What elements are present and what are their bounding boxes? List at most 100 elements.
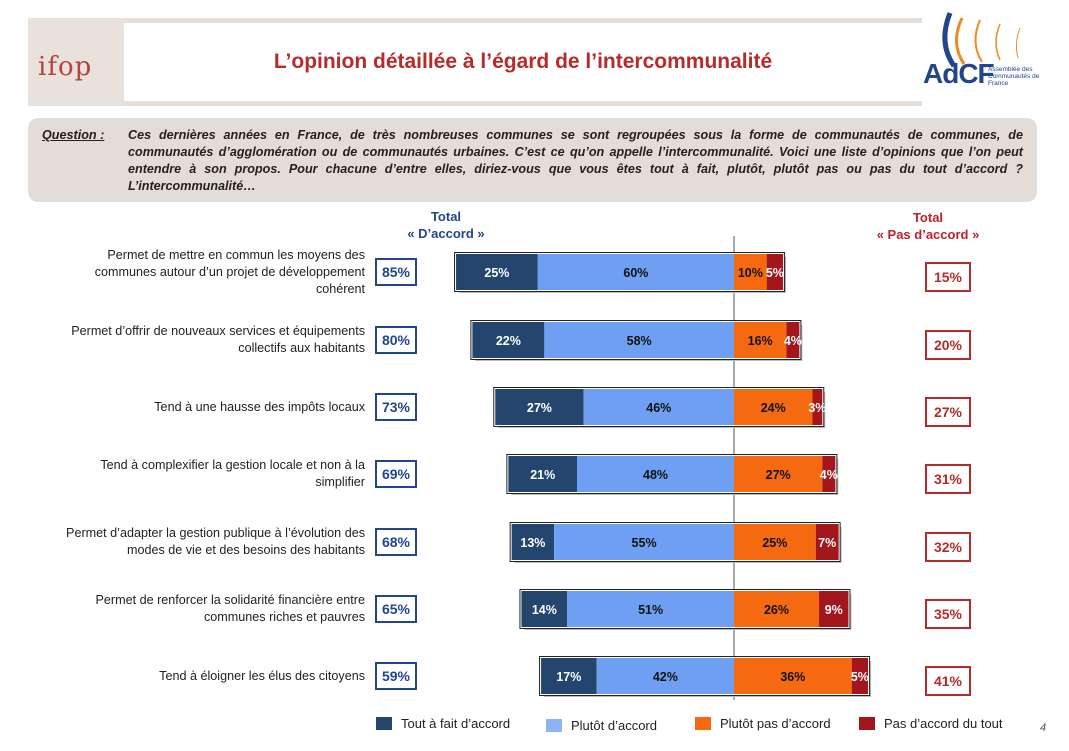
data-label-plutot: 46%: [646, 401, 671, 415]
total-agree-value: 85%: [375, 258, 417, 286]
total-agree-value: 65%: [375, 595, 417, 623]
row-label-line: Tend à complexifier la gestion locale et…: [100, 458, 365, 472]
data-label-tout-a-fait: 21%: [530, 468, 555, 482]
row-label-line: communes autour d’un projet de développe…: [94, 264, 365, 279]
data-label-plutot-pas: 27%: [766, 468, 791, 482]
data-label-plutot-pas: 24%: [761, 401, 786, 415]
data-label-plutot: 55%: [632, 536, 657, 550]
question-label: Question :: [42, 128, 105, 142]
total-disagree-value: 15%: [925, 262, 971, 292]
legend-label-plutot-pas: Plutôt pas d’accord: [720, 716, 831, 731]
total-agree-value: 69%: [375, 460, 417, 488]
data-label-tout-a-fait: 22%: [496, 334, 521, 348]
total-disagree-value: 35%: [925, 599, 971, 629]
data-label-pas-du-tout: 9%: [825, 603, 843, 617]
row-label: Tend à éloigner les élus des citoyens: [35, 668, 365, 685]
data-label-plutot-pas: 16%: [748, 334, 773, 348]
legend-item-plutot-pas: Plutôt pas d’accord: [695, 716, 831, 731]
row-label-line: Permet de mettre en commun les moyens de…: [107, 247, 365, 262]
bar-segment-plutot-pas: [734, 456, 823, 492]
bar-segment-pas-du-tout: [766, 254, 784, 290]
legend-swatch-tout-a-fait: [376, 717, 392, 730]
data-label-pas-du-tout: 4%: [820, 468, 838, 482]
data-label-plutot-pas: 25%: [762, 536, 787, 550]
data-label-pas-du-tout: 5%: [766, 266, 784, 280]
row-label-line: modes de vie et des besoins des habitant…: [126, 543, 365, 557]
row-label: Permet de renforcer la solidarité financ…: [35, 592, 366, 626]
total-agree-heading-line2: « D’accord »: [407, 226, 485, 241]
total-disagree-value: 27%: [925, 397, 971, 427]
total-disagree-value: 32%: [925, 532, 971, 562]
row-label: Tend à complexifier la gestion locale et…: [35, 457, 365, 491]
bar-segment-plutot-pas: [734, 658, 852, 694]
bar-segment-tout-a-fait: [472, 322, 545, 358]
bar-segment-pas-du-tout: [851, 658, 869, 694]
bar-segment-plutot: [554, 524, 734, 560]
bar-segment-tout-a-fait: [508, 456, 578, 492]
bar-segment-pas-du-tout: [819, 591, 849, 627]
data-label-tout-a-fait: 25%: [484, 266, 509, 280]
bar-segment-plutot-pas: [734, 389, 813, 425]
data-label-pas-du-tout: 5%: [851, 670, 869, 684]
row-label-line: Tend à une hausse des impôts locaux: [154, 399, 365, 414]
total-disagree-heading: Total « Pas d’accord »: [868, 209, 988, 243]
page-title: L’opinion détaillée à l’égard de l’inter…: [273, 50, 773, 73]
bar-segment-plutot-pas: [734, 591, 820, 627]
bar-segment-plutot: [596, 658, 734, 694]
bar-segment-plutot: [567, 591, 734, 627]
data-label-plutot: 51%: [638, 603, 663, 617]
ifop-logo: ifop: [28, 18, 124, 106]
bar-segment-pas-du-tout: [822, 456, 836, 492]
total-disagree-heading-line1: Total: [912, 210, 944, 225]
data-label-pas-du-tout: 7%: [818, 536, 836, 550]
data-label-tout-a-fait: 14%: [532, 603, 557, 617]
row-label-line: Permet d’adapter la gestion publique à l…: [66, 526, 365, 540]
adcf-logo: AdCF Assemblée des Communautés de France: [920, 8, 1060, 108]
bar-segment-plutot: [577, 456, 734, 492]
bar-segment-plutot: [537, 254, 734, 290]
data-label-pas-du-tout: 3%: [808, 401, 826, 415]
total-disagree-heading-line2: « Pas d’accord »: [876, 227, 980, 242]
bar-segment-tout-a-fait: [495, 389, 584, 425]
page-number: 4: [1040, 722, 1047, 734]
data-label-plutot: 60%: [623, 266, 648, 280]
row-label: Permet de mettre en commun les moyens de…: [35, 247, 365, 298]
data-label-tout-a-fait: 17%: [556, 670, 581, 684]
data-label-tout-a-fait: 27%: [527, 401, 552, 415]
total-agree-value: 73%: [375, 393, 417, 421]
header-bar: [124, 18, 922, 106]
row-label-line: collectifs aux habitants: [238, 341, 365, 355]
row-label: Permet d’offrir de nouveaux services et …: [35, 323, 365, 357]
bar-segment-plutot-pas: [734, 322, 787, 358]
question-text: Ces dernières années en France, de très …: [128, 128, 1023, 193]
total-agree-heading: Total « D’accord »: [396, 208, 496, 242]
legend-swatch-pas-du-tout: [859, 717, 875, 730]
row-label-line: cohérent: [315, 281, 365, 296]
bar-segment-tout-a-fait: [541, 658, 597, 694]
bar-segment-plutot-pas: [734, 524, 816, 560]
legend-label-plutot: Plutôt d’accord: [571, 718, 657, 733]
data-label-plutot-pas: 10%: [738, 266, 763, 280]
row-label-line: simplifier: [315, 475, 365, 489]
bar-segment-tout-a-fait: [511, 524, 555, 560]
legend-item-pas-du-tout: Pas d’accord du tout: [859, 716, 1003, 731]
data-label-plutot-pas: 26%: [764, 603, 789, 617]
total-disagree-value: 20%: [925, 330, 971, 360]
bar-segment-tout-a-fait: [456, 254, 538, 290]
data-label-plutot: 48%: [643, 468, 668, 482]
legend-label-tout-a-fait: Tout à fait d’accord: [401, 716, 511, 731]
total-agree-value: 59%: [375, 662, 417, 690]
bar-segment-plutot: [544, 322, 734, 358]
legend-swatch-plutot-pas: [695, 717, 711, 730]
total-agree-heading-line1: Total: [430, 209, 462, 224]
bar-segment-pas-du-tout: [786, 322, 800, 358]
adcf-swoosh-icon: [942, 12, 1021, 68]
data-label-plutot: 58%: [627, 334, 652, 348]
row-label-line: communes riches et pauvres: [204, 610, 365, 624]
bar-segment-pas-du-tout: [812, 389, 823, 425]
total-disagree-value: 41%: [925, 666, 971, 696]
bar-segment-plutot-pas: [734, 254, 767, 290]
data-label-tout-a-fait: 13%: [520, 536, 545, 550]
data-label-pas-du-tout: 4%: [784, 334, 802, 348]
